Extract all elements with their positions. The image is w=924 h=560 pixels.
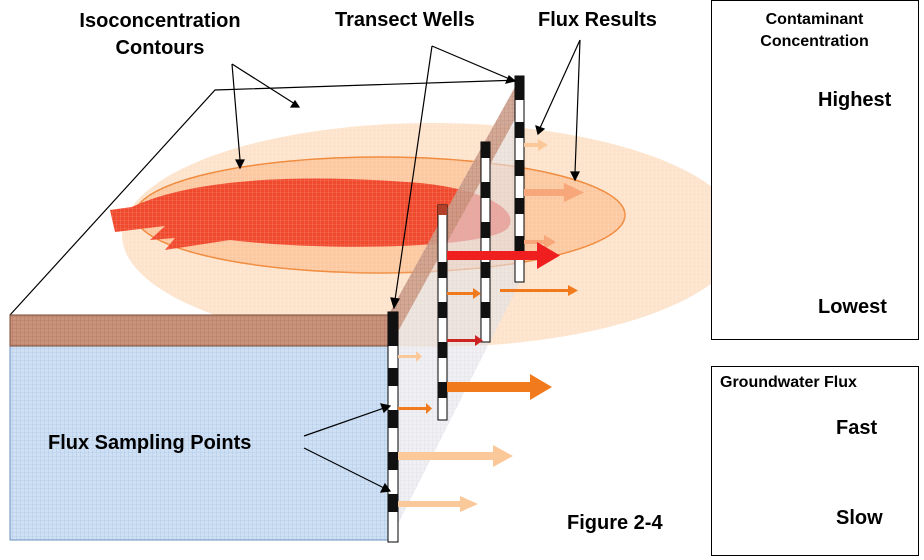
concentration-legend-title-line1: Contaminant <box>765 11 864 28</box>
concentration-legend: Contaminant Concentration Highest Lowest <box>711 0 919 340</box>
flux-results-label: Flux Results <box>538 9 657 31</box>
flux-arrow <box>524 183 584 202</box>
leader-lines <box>231 39 581 493</box>
transect-well-back <box>514 75 525 283</box>
flux-arrow <box>398 403 432 414</box>
transect-well-mid <box>437 204 448 421</box>
flux-arrow <box>447 335 483 346</box>
transect-wells-label: Transect Wells <box>335 9 475 31</box>
flux-arrow <box>447 288 481 299</box>
soil-front-face <box>9 314 391 347</box>
concentration-legend-title: Contaminant Concentration <box>712 9 917 53</box>
aquifer-front-face <box>9 345 391 541</box>
contours-label-line1: Isoconcentration <box>79 10 241 32</box>
transect-well-back-mid <box>480 141 491 343</box>
transect-well-front <box>387 311 399 543</box>
groundwater-flux-legend: Groundwater Flux Fast Slow <box>711 366 919 556</box>
block-top-edge <box>9 79 521 316</box>
flux-sampling-points-label: Flux Sampling Points <box>48 432 252 454</box>
flux-arrow <box>398 351 422 362</box>
flux-legend-title: Groundwater Flux <box>720 374 857 391</box>
flux-arrow <box>500 285 578 296</box>
highest-label: Highest <box>818 89 892 111</box>
flux-arrow <box>398 445 513 467</box>
flux-arrow <box>524 235 556 249</box>
contours-label: Isoconcentration Contours <box>62 8 258 62</box>
flux-arrow <box>447 242 560 269</box>
slow-label: Slow <box>836 507 883 529</box>
fast-label: Fast <box>836 417 878 439</box>
flux-arrow <box>524 139 548 151</box>
lowest-label: Lowest <box>818 296 887 318</box>
flux-arrows <box>398 139 584 512</box>
flux-arrow <box>447 374 552 400</box>
concentration-legend-title-line2: Concentration <box>760 33 869 50</box>
figure-caption: Figure 2-4 <box>567 512 663 534</box>
contours-label-line2: Contours <box>115 37 205 59</box>
flux-arrow <box>398 496 478 512</box>
